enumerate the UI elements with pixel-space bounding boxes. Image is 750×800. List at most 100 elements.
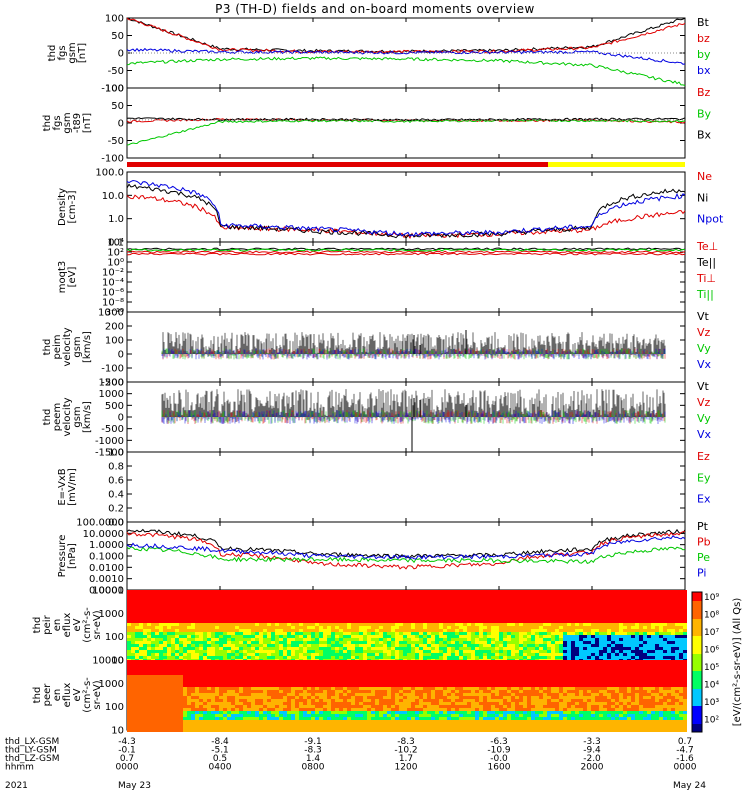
ephemeris-value: 0400 <box>209 763 232 773</box>
legend-te⊥: Te⊥ <box>696 240 718 253</box>
legend-by: by <box>697 48 711 61</box>
ylabel-line: [mV/m] <box>67 468 78 506</box>
ylabel-line: [km/s] <box>82 401 93 433</box>
legend-ex: Ex <box>697 493 711 506</box>
ytick-label: 0.1 <box>108 238 124 249</box>
legend-ti||: Ti|| <box>696 288 714 301</box>
ylabel-line: en <box>52 619 63 632</box>
ytick-label: 100 <box>105 632 124 643</box>
ytick-label: 0.2 <box>108 504 124 515</box>
ylabel-line: -t89 <box>72 113 83 133</box>
legend-te||: Te|| <box>696 256 716 269</box>
ytick-label: 1.0000 <box>89 540 124 551</box>
legend-bt: Bt <box>697 16 710 29</box>
series-bx-line <box>126 117 686 122</box>
series-ni-line <box>126 183 686 239</box>
legend-vy: Vy <box>697 412 711 425</box>
colorbar-tick: 10⁵ <box>704 663 719 673</box>
mode-bar-fast-survey <box>548 162 685 167</box>
ytick-label: -100 <box>101 84 124 95</box>
ephemeris-value: 0000 <box>674 763 697 773</box>
ytick-label: 0 <box>118 350 124 361</box>
ylabel-line: peem <box>52 403 63 431</box>
ytick-label: 10000 <box>92 586 124 597</box>
ylabel-line: fgs <box>52 115 63 130</box>
colorbar: 10⁹ 10⁸ 10⁷ 10⁶ 10⁵ 10⁴ 10³ 10² [eV/(cm²-s-sr-eV… <box>691 591 743 733</box>
ytick-label: 0 <box>118 413 124 424</box>
colorbar-frame <box>691 591 703 733</box>
ylabel-line: thd <box>42 115 53 132</box>
ytick-label: 10 <box>111 656 124 667</box>
ytick-label: 10.0 <box>102 191 124 202</box>
ytick-label: 100 <box>105 14 124 25</box>
ylabel-line: thd <box>42 339 53 356</box>
ylabel-line: eflux <box>62 683 73 708</box>
ylabel-line: [cm-3] <box>67 190 78 223</box>
ylabel-line: gsm <box>72 336 83 357</box>
ephemeris-value: 0.7 <box>120 754 134 764</box>
ylabel-line: thd <box>32 617 43 634</box>
ytick-label: 0.0010 <box>89 574 124 585</box>
ytick-label: -1500 <box>95 448 124 459</box>
colorbar-tick: 10⁴ <box>704 681 719 691</box>
ytick-label: -50 <box>108 136 124 147</box>
ytick-label: 10⁻⁸ <box>102 298 124 309</box>
ytick-label: -50 <box>108 66 124 77</box>
ytick-label: 1.0 <box>108 448 124 459</box>
legend-bx: bx <box>697 64 711 77</box>
ytick-label: -100 <box>101 364 124 375</box>
legend-vx: Vx <box>697 428 712 441</box>
legend-ey: Ey <box>697 471 711 484</box>
legend-pe: Pe <box>697 551 710 564</box>
ytick-label: 100.0000 <box>76 518 124 529</box>
ytick-label: 1000 <box>99 679 124 690</box>
ytick-label: -100 <box>101 154 124 165</box>
ytick-label: 10⁻¹⁰ <box>98 308 124 319</box>
ephemeris-value: -10.9 <box>487 746 511 756</box>
ylabel-line: gsm <box>62 112 73 133</box>
ytick-label: -500 <box>101 424 124 435</box>
colorbar-label: [eV/(cm²-s-sr-eV)] (All Qs) <box>732 598 743 727</box>
ylabel-line: [nPa] <box>67 543 78 569</box>
ylabel-line: [km/s] <box>82 331 93 363</box>
ylabel-line: [nT] <box>82 113 93 133</box>
ylabel-line: [nT] <box>77 43 88 63</box>
ylabel-line: E=-VxB <box>57 468 68 505</box>
ylabel-line: sr-eV) <box>92 610 103 639</box>
ytick-label: 300 <box>105 308 124 319</box>
ytick-label: 0.4 <box>108 490 124 501</box>
ytick-label: 0.6 <box>108 476 124 487</box>
ylabel-line: thd <box>32 687 43 704</box>
ytick-label: 50 <box>111 31 124 42</box>
series-by-line <box>126 119 686 146</box>
series-by-line <box>126 56 686 86</box>
colorbar-tick: 10⁸ <box>704 611 719 621</box>
series-pe-line <box>126 546 686 565</box>
ylabel-line: velocity <box>62 397 73 436</box>
ytick-label: 0 <box>118 119 124 130</box>
ytick-label: -1000 <box>95 436 124 447</box>
ylabel-line: Density <box>57 188 68 226</box>
ytick-label: 10⁻² <box>102 268 124 279</box>
ephemeris-value: 1200 <box>395 763 418 773</box>
ephemeris-value: -10.2 <box>394 746 417 756</box>
ytick-label: 0 <box>118 49 124 60</box>
ylabel-line: thd <box>42 409 53 426</box>
ytick-label: 10⁻⁴ <box>102 278 124 289</box>
ytick-label: 100 <box>105 702 124 713</box>
series-pi-line <box>126 535 686 560</box>
year-label: 2021 <box>5 781 28 791</box>
series-pt-line <box>126 528 686 559</box>
ytick-label: 1500 <box>99 378 124 389</box>
legend-bz: Bz <box>697 86 711 99</box>
ylabel-line: peer <box>42 683 53 707</box>
ylabel-line: eV <box>72 688 83 701</box>
ephemeris-value: -8.4 <box>211 737 229 747</box>
date-start: May 23 <box>118 781 151 791</box>
ephemeris-value: -9.4 <box>583 746 601 756</box>
ephemeris-label: thd_LX-GSM <box>5 737 59 747</box>
ephemeris-value: 0000 <box>116 763 139 773</box>
ephemeris-value: -2.0 <box>583 754 601 764</box>
ytick-label: 100 <box>105 84 124 95</box>
